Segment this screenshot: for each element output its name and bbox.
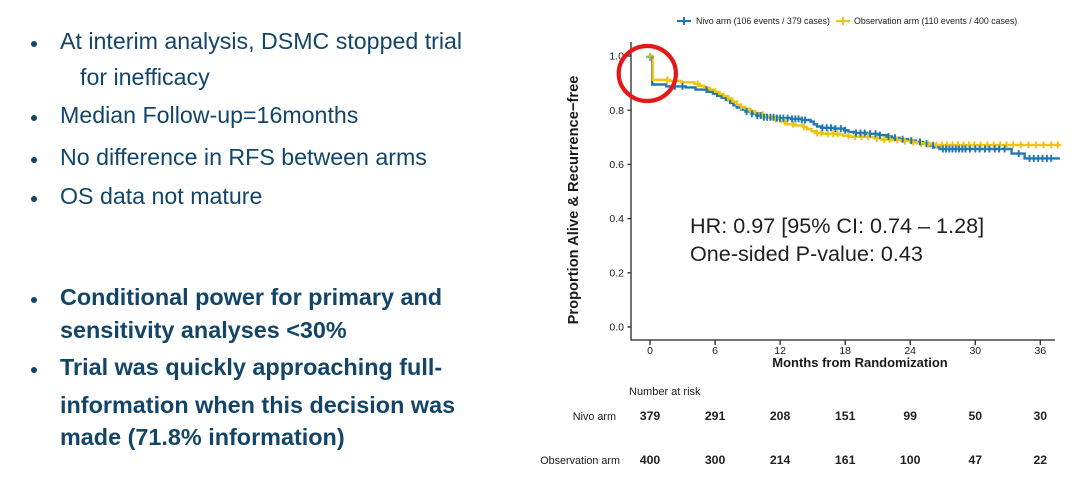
svg-text:0.4: 0.4 — [609, 213, 624, 225]
svg-text:400: 400 — [640, 453, 661, 467]
svg-text:HR: 0.97 [95% CI: 0.74 – 1.28]: HR: 0.97 [95% CI: 0.74 – 1.28] — [690, 213, 984, 238]
svg-text:151: 151 — [835, 409, 856, 423]
svg-text:12: 12 — [774, 345, 786, 357]
svg-text:291: 291 — [705, 409, 726, 423]
svg-text:161: 161 — [835, 453, 856, 467]
svg-text:0.6: 0.6 — [609, 159, 624, 171]
svg-text:Proportion Alive & Recurrence−: Proportion Alive & Recurrence−free — [566, 76, 582, 325]
svg-text:18: 18 — [839, 345, 851, 357]
svg-text:Observation arm: Observation arm — [540, 455, 620, 467]
svg-text:30: 30 — [1033, 409, 1047, 423]
svg-text:0: 0 — [647, 345, 653, 357]
svg-text:Months from Randomization: Months from Randomization — [772, 355, 948, 370]
svg-text:Nivo arm: Nivo arm — [573, 411, 616, 423]
svg-text:30: 30 — [969, 345, 981, 357]
svg-text:Nivo arm (106 events / 379 cas: Nivo arm (106 events / 379 cases) — [696, 16, 830, 26]
svg-text:300: 300 — [705, 453, 726, 467]
svg-text:47: 47 — [968, 453, 982, 467]
svg-text:One-sided P-value: 0.43: One-sided P-value: 0.43 — [690, 241, 923, 266]
svg-text:24: 24 — [904, 345, 916, 357]
svg-text:99: 99 — [903, 409, 917, 423]
svg-text:Observation arm (110 events /: Observation arm (110 events / 400 cases) — [854, 16, 1017, 26]
svg-text:50: 50 — [968, 409, 982, 423]
svg-text:0.8: 0.8 — [609, 105, 624, 117]
svg-text:22: 22 — [1033, 453, 1047, 467]
svg-text:0.0: 0.0 — [609, 322, 624, 334]
svg-text:36: 36 — [1034, 345, 1046, 357]
svg-text:379: 379 — [640, 409, 661, 423]
svg-text:214: 214 — [770, 453, 791, 467]
svg-text:6: 6 — [712, 345, 718, 357]
svg-text:100: 100 — [900, 453, 921, 467]
svg-text:0.2: 0.2 — [609, 267, 624, 279]
svg-text:Number at risk: Number at risk — [629, 386, 701, 398]
svg-text:208: 208 — [770, 409, 791, 423]
